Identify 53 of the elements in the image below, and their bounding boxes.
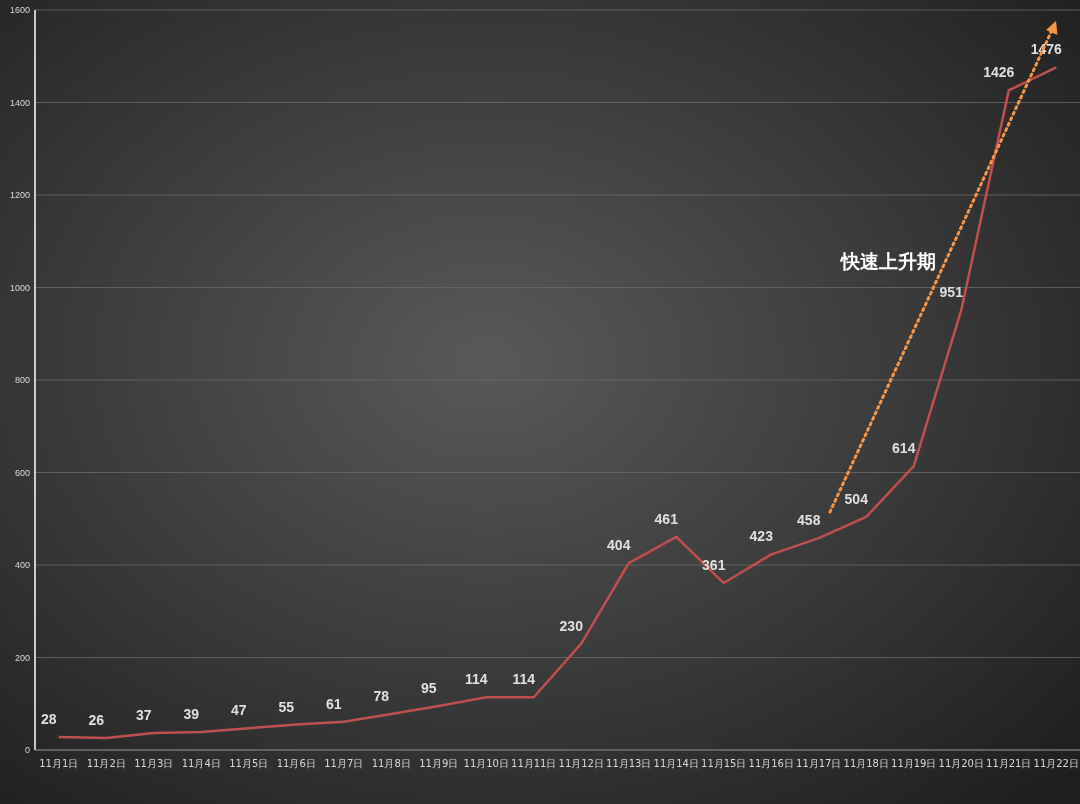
- x-tick-label: 11月12日: [558, 758, 604, 769]
- data-label: 55: [278, 698, 295, 715]
- data-label: 61: [325, 695, 342, 712]
- y-tick-label: 200: [14, 652, 30, 663]
- data-label: 114: [464, 671, 488, 688]
- data-label: 26: [88, 711, 105, 728]
- x-tick-label: 11月3日: [134, 758, 174, 769]
- data-label: 458: [797, 512, 821, 529]
- x-tick-label: 11月6日: [276, 758, 316, 769]
- data-label: 504: [844, 490, 869, 507]
- y-tick-label: 0: [24, 745, 30, 755]
- data-label: 95: [420, 680, 437, 697]
- data-label: 1426: [983, 64, 1015, 81]
- x-tick-label: 11月7日: [324, 758, 364, 769]
- data-label: 230: [559, 617, 584, 634]
- x-tick-label: 11月1日: [39, 758, 79, 769]
- x-tick-label: 11月9日: [419, 758, 459, 769]
- data-label: 461: [654, 510, 679, 527]
- x-tick-label: 11月2日: [86, 758, 126, 769]
- data-label: 951: [939, 284, 964, 301]
- data-label: 423: [749, 528, 774, 545]
- y-tick-label: 400: [14, 560, 30, 570]
- x-tick-label: 11月15日: [701, 758, 747, 769]
- data-label: 39: [183, 705, 200, 722]
- data-label: 28: [40, 711, 57, 728]
- y-tick-label: 1400: [9, 97, 30, 108]
- data-label: 37: [135, 706, 152, 723]
- x-tick-label: 11月17日: [796, 758, 842, 769]
- data-label: 78: [373, 687, 390, 704]
- x-tick-label: 11月22日: [1033, 758, 1079, 769]
- y-tick-label: 600: [14, 467, 30, 478]
- x-tick-label: 11月18日: [843, 758, 889, 769]
- y-tick-label: 1200: [9, 190, 30, 200]
- data-label: 614: [892, 440, 916, 457]
- data-label: 404: [607, 537, 631, 554]
- y-tick-label: 1000: [9, 282, 30, 293]
- x-tick-label: 11月11日: [511, 758, 557, 769]
- line-series: [57, 66, 1058, 740]
- annotation: 快速上升期: [838, 250, 936, 272]
- x-tick-label: 11月10日: [463, 758, 509, 769]
- data-label: 114: [512, 671, 536, 688]
- x-tick-label: 11月5日: [229, 758, 269, 769]
- y-tick-label: 800: [14, 375, 30, 385]
- data-label: 47: [230, 702, 247, 719]
- x-tick-label: 11月19日: [891, 758, 937, 769]
- x-tick-label: 11月21日: [986, 758, 1032, 769]
- x-tick-label: 11月4日: [181, 758, 221, 769]
- x-tick-label: 11月8日: [371, 758, 411, 769]
- x-tick-label: 11月13日: [606, 758, 652, 769]
- y-tick-label: 1600: [9, 5, 30, 15]
- x-tick-label: 11月14日: [653, 758, 699, 769]
- x-tick-label: 11月20日: [938, 758, 984, 769]
- x-tick-label: 11月16日: [748, 758, 794, 769]
